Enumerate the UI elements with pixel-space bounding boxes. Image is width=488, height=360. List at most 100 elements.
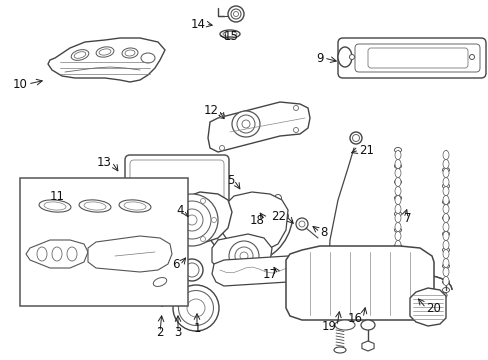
Ellipse shape: [219, 113, 224, 118]
Ellipse shape: [74, 52, 86, 58]
Ellipse shape: [200, 237, 205, 242]
Ellipse shape: [442, 222, 448, 231]
Ellipse shape: [219, 145, 224, 150]
Ellipse shape: [442, 288, 448, 292]
Ellipse shape: [442, 248, 448, 252]
Ellipse shape: [360, 320, 374, 330]
Ellipse shape: [96, 47, 114, 57]
Ellipse shape: [39, 200, 71, 212]
Polygon shape: [212, 234, 271, 276]
Ellipse shape: [293, 105, 298, 111]
Polygon shape: [212, 254, 347, 286]
Ellipse shape: [178, 237, 183, 242]
Ellipse shape: [173, 201, 210, 239]
Ellipse shape: [394, 195, 401, 201]
Text: 5: 5: [226, 174, 234, 186]
Polygon shape: [220, 192, 287, 252]
Ellipse shape: [235, 247, 252, 265]
Ellipse shape: [84, 202, 106, 210]
Ellipse shape: [394, 267, 400, 276]
FancyBboxPatch shape: [367, 48, 467, 68]
Text: 1: 1: [193, 321, 201, 334]
Ellipse shape: [442, 167, 448, 172]
Ellipse shape: [240, 252, 247, 260]
Polygon shape: [285, 246, 433, 320]
Ellipse shape: [442, 168, 448, 177]
Polygon shape: [409, 288, 445, 326]
Text: 3: 3: [174, 325, 182, 338]
Text: 10: 10: [13, 77, 28, 90]
Text: 12: 12: [203, 104, 219, 117]
Ellipse shape: [165, 194, 218, 246]
Ellipse shape: [394, 195, 400, 204]
Ellipse shape: [230, 9, 241, 19]
Text: 14: 14: [191, 18, 205, 31]
Ellipse shape: [124, 202, 145, 210]
Polygon shape: [48, 38, 164, 82]
Ellipse shape: [394, 180, 401, 184]
Ellipse shape: [394, 148, 401, 153]
Ellipse shape: [394, 228, 401, 233]
Ellipse shape: [274, 194, 281, 202]
Text: 9: 9: [316, 51, 324, 64]
Ellipse shape: [394, 159, 400, 168]
Ellipse shape: [394, 275, 401, 280]
Text: 22: 22: [270, 210, 285, 222]
Ellipse shape: [396, 293, 403, 298]
Text: 21: 21: [358, 144, 373, 157]
Ellipse shape: [178, 198, 183, 203]
Ellipse shape: [200, 198, 205, 203]
Text: 6: 6: [172, 258, 180, 271]
Ellipse shape: [442, 267, 448, 276]
Ellipse shape: [153, 278, 166, 287]
Ellipse shape: [394, 177, 400, 186]
Text: 15: 15: [224, 30, 238, 42]
Ellipse shape: [394, 276, 400, 285]
Ellipse shape: [237, 115, 254, 133]
Ellipse shape: [394, 211, 401, 216]
Ellipse shape: [186, 215, 197, 225]
Ellipse shape: [394, 231, 400, 240]
Ellipse shape: [442, 195, 448, 204]
Text: 17: 17: [263, 267, 278, 280]
Ellipse shape: [156, 278, 168, 286]
Ellipse shape: [181, 209, 203, 231]
Ellipse shape: [423, 299, 430, 304]
Text: 19: 19: [321, 320, 336, 333]
Ellipse shape: [37, 247, 47, 261]
Ellipse shape: [227, 6, 244, 22]
Ellipse shape: [173, 285, 219, 331]
Polygon shape: [26, 240, 88, 268]
Ellipse shape: [334, 320, 354, 330]
Ellipse shape: [79, 200, 111, 212]
Ellipse shape: [44, 202, 66, 210]
Ellipse shape: [442, 216, 448, 220]
Polygon shape: [154, 192, 231, 244]
Ellipse shape: [394, 213, 400, 222]
Ellipse shape: [216, 197, 223, 203]
Ellipse shape: [52, 247, 62, 261]
Ellipse shape: [394, 243, 401, 248]
Ellipse shape: [394, 249, 400, 258]
FancyBboxPatch shape: [337, 38, 485, 78]
FancyBboxPatch shape: [130, 160, 224, 220]
Ellipse shape: [432, 297, 440, 302]
Ellipse shape: [184, 263, 199, 277]
Ellipse shape: [119, 200, 151, 212]
Ellipse shape: [442, 276, 448, 285]
Text: 13: 13: [97, 156, 112, 168]
Text: 20: 20: [425, 302, 440, 315]
Ellipse shape: [442, 240, 448, 249]
Ellipse shape: [181, 259, 203, 281]
Ellipse shape: [242, 120, 249, 128]
Ellipse shape: [349, 54, 354, 59]
Text: 7: 7: [403, 211, 411, 225]
Ellipse shape: [122, 48, 138, 58]
Ellipse shape: [167, 217, 172, 222]
Ellipse shape: [295, 218, 307, 230]
Ellipse shape: [352, 135, 359, 141]
Ellipse shape: [71, 50, 89, 60]
Ellipse shape: [394, 204, 400, 213]
Ellipse shape: [349, 132, 361, 144]
Ellipse shape: [228, 241, 259, 271]
